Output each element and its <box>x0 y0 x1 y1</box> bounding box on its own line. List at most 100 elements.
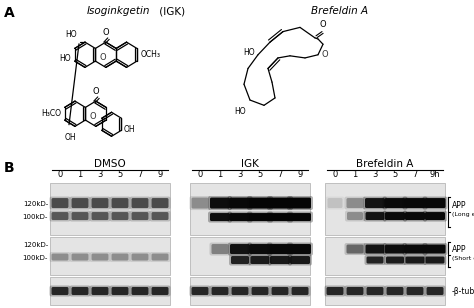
Text: Brefeldin A: Brefeldin A <box>311 6 369 16</box>
FancyBboxPatch shape <box>249 286 271 297</box>
FancyBboxPatch shape <box>149 211 171 221</box>
FancyBboxPatch shape <box>347 212 363 220</box>
FancyBboxPatch shape <box>52 198 69 208</box>
Text: 1: 1 <box>218 170 223 179</box>
FancyBboxPatch shape <box>247 212 273 223</box>
FancyBboxPatch shape <box>364 243 386 255</box>
FancyBboxPatch shape <box>346 198 364 208</box>
FancyBboxPatch shape <box>90 211 110 221</box>
FancyBboxPatch shape <box>426 257 445 264</box>
Text: OH: OH <box>124 125 136 134</box>
FancyBboxPatch shape <box>366 257 383 264</box>
Text: 5: 5 <box>257 170 263 179</box>
FancyBboxPatch shape <box>228 196 253 210</box>
FancyBboxPatch shape <box>422 197 447 209</box>
FancyBboxPatch shape <box>427 287 444 295</box>
FancyBboxPatch shape <box>287 212 313 223</box>
FancyBboxPatch shape <box>111 287 128 295</box>
FancyBboxPatch shape <box>249 244 271 254</box>
FancyBboxPatch shape <box>346 287 364 295</box>
Text: 7: 7 <box>137 170 143 179</box>
Text: 7: 7 <box>277 170 283 179</box>
FancyBboxPatch shape <box>403 255 427 265</box>
FancyBboxPatch shape <box>229 286 250 297</box>
FancyBboxPatch shape <box>365 286 385 297</box>
FancyBboxPatch shape <box>109 252 130 262</box>
FancyBboxPatch shape <box>91 253 109 261</box>
FancyBboxPatch shape <box>423 255 447 265</box>
FancyBboxPatch shape <box>208 196 232 210</box>
Text: 7: 7 <box>412 170 418 179</box>
FancyBboxPatch shape <box>267 196 293 210</box>
FancyBboxPatch shape <box>70 211 91 221</box>
Text: 9: 9 <box>157 170 163 179</box>
FancyBboxPatch shape <box>249 213 271 221</box>
FancyBboxPatch shape <box>422 243 447 255</box>
FancyBboxPatch shape <box>292 287 309 295</box>
FancyBboxPatch shape <box>269 197 291 209</box>
Bar <box>325 183 445 235</box>
FancyBboxPatch shape <box>131 198 148 208</box>
FancyBboxPatch shape <box>326 197 345 209</box>
FancyBboxPatch shape <box>149 197 171 209</box>
FancyBboxPatch shape <box>131 287 148 295</box>
FancyBboxPatch shape <box>111 198 128 208</box>
FancyBboxPatch shape <box>131 212 148 220</box>
FancyBboxPatch shape <box>385 212 405 220</box>
Text: O: O <box>92 87 99 96</box>
Text: (Long exposure): (Long exposure) <box>452 212 474 217</box>
FancyBboxPatch shape <box>365 198 385 208</box>
Text: HO: HO <box>65 30 77 39</box>
FancyBboxPatch shape <box>229 197 250 209</box>
Text: 3: 3 <box>372 170 378 179</box>
FancyBboxPatch shape <box>231 287 248 295</box>
Text: 0: 0 <box>332 170 337 179</box>
Text: H₃CO: H₃CO <box>41 109 61 118</box>
FancyBboxPatch shape <box>404 286 426 297</box>
FancyBboxPatch shape <box>287 242 313 256</box>
FancyBboxPatch shape <box>131 253 148 261</box>
FancyBboxPatch shape <box>91 212 109 220</box>
FancyBboxPatch shape <box>345 197 365 209</box>
Text: APP: APP <box>452 201 466 209</box>
FancyBboxPatch shape <box>129 252 151 262</box>
Text: 5: 5 <box>392 170 398 179</box>
FancyBboxPatch shape <box>404 245 426 253</box>
FancyBboxPatch shape <box>345 286 365 297</box>
Text: IGK: IGK <box>241 159 259 169</box>
Text: HO: HO <box>59 55 71 63</box>
FancyBboxPatch shape <box>210 242 230 256</box>
FancyBboxPatch shape <box>249 197 271 209</box>
FancyBboxPatch shape <box>402 243 428 255</box>
FancyBboxPatch shape <box>49 286 71 297</box>
FancyBboxPatch shape <box>248 254 272 265</box>
FancyBboxPatch shape <box>405 257 425 264</box>
FancyBboxPatch shape <box>229 254 251 265</box>
FancyBboxPatch shape <box>384 255 406 265</box>
FancyBboxPatch shape <box>49 211 71 221</box>
Text: (IGK): (IGK) <box>156 6 185 16</box>
FancyBboxPatch shape <box>386 287 403 295</box>
FancyBboxPatch shape <box>211 287 228 295</box>
FancyBboxPatch shape <box>228 212 253 223</box>
FancyBboxPatch shape <box>345 243 365 255</box>
Text: O: O <box>100 53 106 63</box>
FancyBboxPatch shape <box>247 196 273 210</box>
FancyBboxPatch shape <box>270 256 290 264</box>
FancyBboxPatch shape <box>231 256 249 264</box>
Bar <box>190 183 310 235</box>
Text: HO: HO <box>234 107 246 116</box>
Text: OH: OH <box>64 133 76 142</box>
Text: Isoginkgetin: Isoginkgetin <box>86 6 150 16</box>
FancyBboxPatch shape <box>287 196 313 210</box>
FancyBboxPatch shape <box>386 257 404 264</box>
FancyBboxPatch shape <box>152 198 168 208</box>
FancyBboxPatch shape <box>345 211 365 221</box>
FancyBboxPatch shape <box>365 212 384 220</box>
FancyBboxPatch shape <box>269 244 291 254</box>
FancyBboxPatch shape <box>90 286 110 297</box>
FancyBboxPatch shape <box>72 212 89 220</box>
FancyBboxPatch shape <box>403 211 427 221</box>
FancyBboxPatch shape <box>250 256 270 264</box>
FancyBboxPatch shape <box>384 198 405 208</box>
